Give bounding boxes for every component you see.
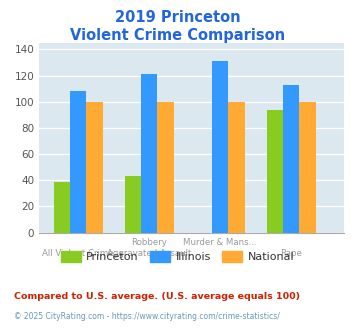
Bar <box>228 102 245 233</box>
Bar <box>212 61 228 233</box>
Text: © 2025 CityRating.com - https://www.cityrating.com/crime-statistics/: © 2025 CityRating.com - https://www.city… <box>14 312 280 321</box>
Legend: Princeton, Illinois, National: Princeton, Illinois, National <box>56 247 299 267</box>
Text: Rape: Rape <box>280 249 302 258</box>
Text: Murder & Mans...: Murder & Mans... <box>183 238 257 247</box>
Text: 2019 Princeton: 2019 Princeton <box>115 10 240 25</box>
Bar <box>125 176 141 233</box>
Bar <box>86 102 103 233</box>
Text: Violent Crime Comparison: Violent Crime Comparison <box>70 28 285 43</box>
Bar <box>267 110 283 233</box>
Text: Robbery: Robbery <box>131 238 167 247</box>
Bar <box>299 102 316 233</box>
Bar <box>157 102 174 233</box>
Text: All Violent Crime: All Violent Crime <box>42 249 114 258</box>
Bar <box>141 74 157 233</box>
Bar <box>54 182 70 233</box>
Bar <box>70 91 86 233</box>
Bar <box>283 85 299 233</box>
Text: Aggravated Assault: Aggravated Assault <box>107 249 191 258</box>
Text: Compared to U.S. average. (U.S. average equals 100): Compared to U.S. average. (U.S. average … <box>14 292 300 301</box>
